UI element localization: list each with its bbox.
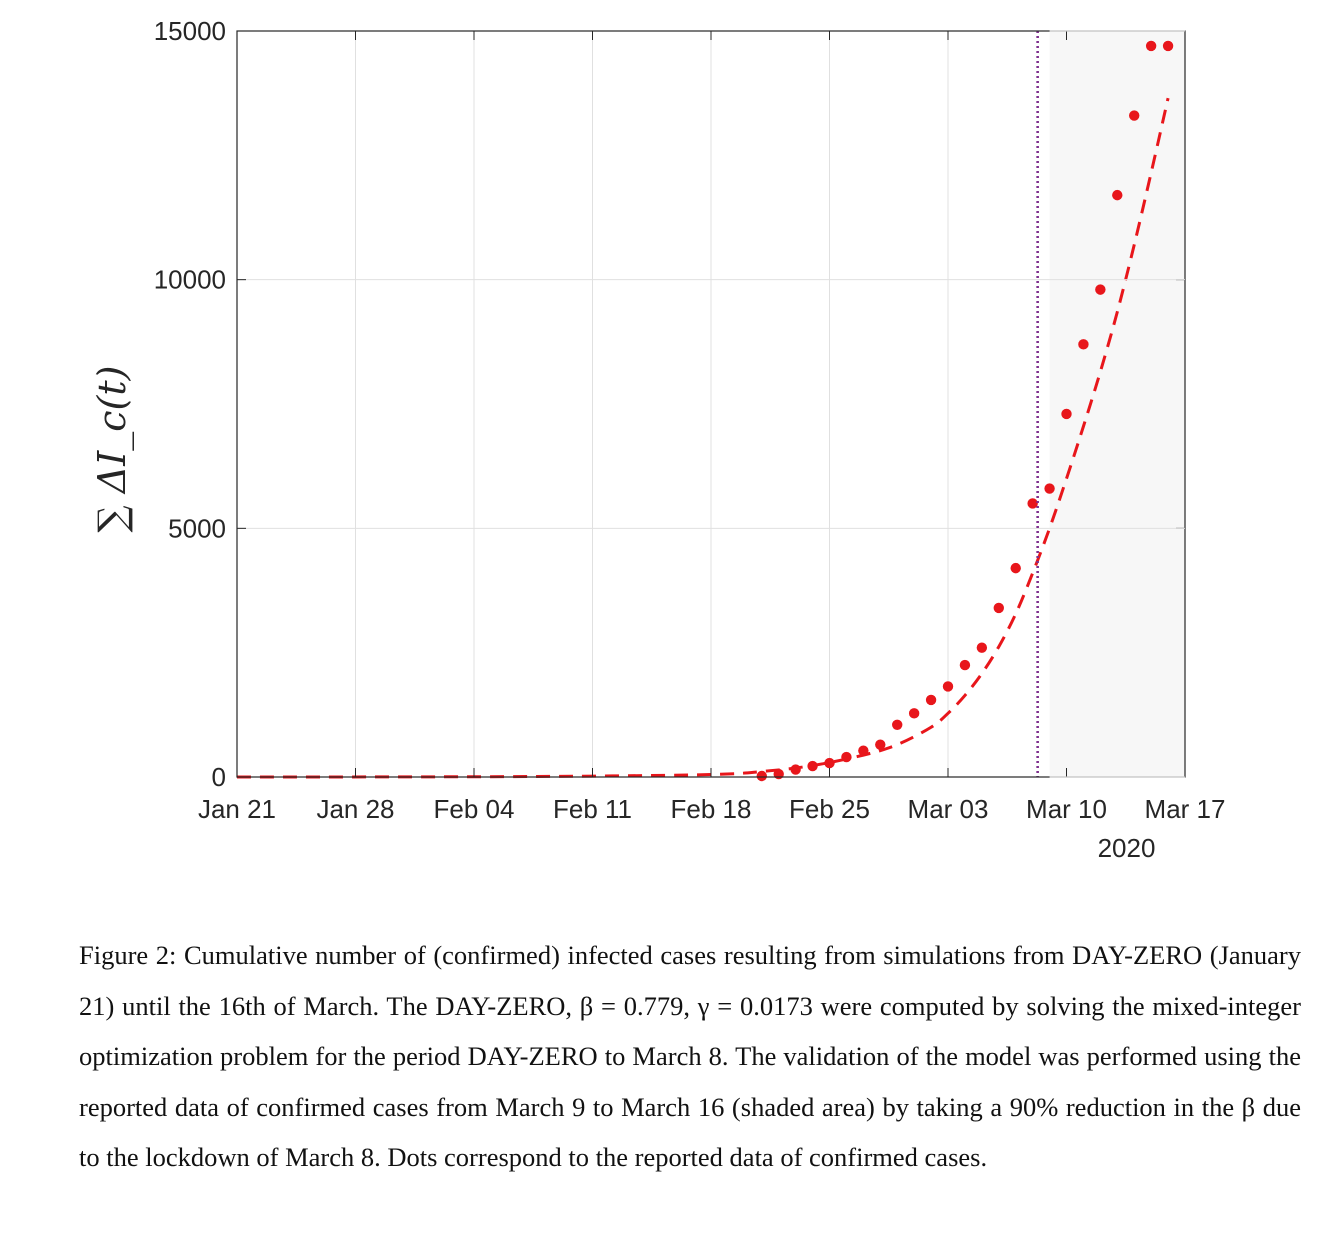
reported-data-point: [993, 602, 1004, 614]
x-tick-label: Feb 04: [434, 794, 515, 824]
x-tick-label: Feb 25: [789, 794, 870, 824]
reported-data-point: [908, 708, 920, 719]
x-tick-label: Mar 17: [1145, 794, 1226, 824]
figure-caption: Figure 2: Cumulative number of (confirme…: [79, 940, 1301, 1172]
y-tick-label: 0: [212, 762, 226, 792]
x-tick-label: Mar 10: [1026, 794, 1107, 824]
reported-data-point: [1095, 284, 1106, 295]
model-dashed-line: [236, 97, 1170, 779]
x-tick-label: Feb 11: [553, 794, 632, 824]
shaded-validation-area: [1049, 31, 1185, 777]
reported-data-point: [1027, 498, 1038, 509]
reported-data-point: [942, 681, 954, 692]
y-tick-label: 5000: [168, 513, 226, 543]
reported-data-point: [1129, 110, 1140, 121]
reported-data-point: [1044, 483, 1055, 494]
reported-data-point: [1010, 562, 1021, 574]
reported-data-point: [892, 719, 903, 730]
reported-data-point: [925, 694, 937, 706]
chart: Jan 21 Jan 28 Feb 04 Feb 11 Feb 18 Feb 25 Mar …: [90, 16, 1226, 863]
grid: [236, 30, 1186, 778]
x-tick-label: Jan 28: [316, 794, 394, 824]
reported-data-point: [773, 768, 784, 780]
reported-data-point: [841, 751, 852, 763]
reported-data-point: [807, 760, 818, 772]
reported-data-point: [959, 659, 971, 671]
y-tick-label: 10000: [154, 265, 226, 295]
x-tick-label: Jan 21: [198, 794, 276, 824]
x-secondary-label: 2020: [1098, 833, 1156, 863]
ticks: Jan 21 Jan 28 Feb 04 Feb 11 Feb 18 Feb 25 Mar …: [154, 16, 1226, 824]
y-axis-label: ∑ ΔI_c(t): [90, 366, 135, 533]
y-axis-label-text: ∑ ΔI_c(t): [90, 366, 135, 533]
reported-data-point: [790, 764, 801, 775]
reported-data-point: [1078, 339, 1089, 350]
reported-data-point: [756, 770, 767, 782]
reported-data-point: [858, 745, 869, 756]
series-layer: [236, 40, 1174, 782]
reported-data-point: [1145, 40, 1157, 52]
x-tick-label: Feb 18: [671, 794, 752, 824]
reported-data-point: [875, 739, 886, 750]
reported-data-point: [1162, 40, 1174, 52]
y-tick-label: 15000: [154, 16, 226, 46]
reported-data-point: [1112, 189, 1123, 201]
reported-data-point: [976, 642, 988, 653]
reported-data-point: [824, 757, 835, 769]
reported-data-point: [1061, 408, 1072, 420]
x-tick-label: Mar 03: [908, 794, 989, 824]
